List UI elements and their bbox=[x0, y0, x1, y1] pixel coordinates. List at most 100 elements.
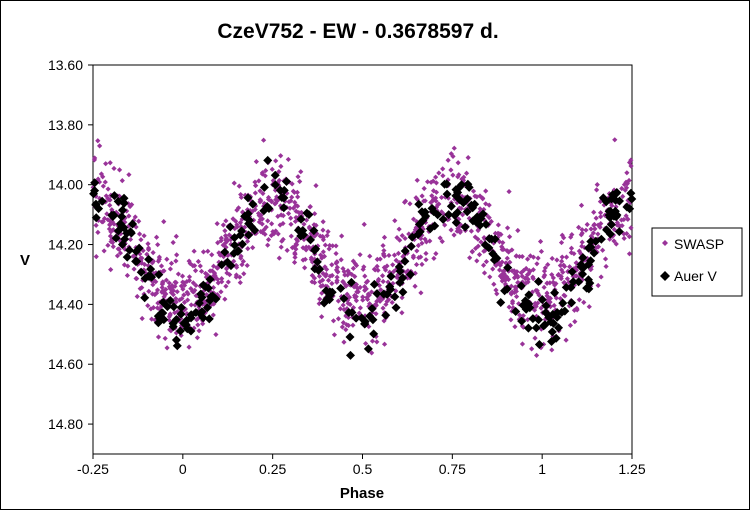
auer-point bbox=[496, 297, 506, 307]
swasp-point bbox=[333, 243, 339, 249]
swasp-point bbox=[497, 231, 503, 237]
swasp-point bbox=[115, 246, 121, 252]
auer-point bbox=[386, 271, 396, 281]
swasp-point bbox=[620, 193, 626, 200]
swasp-point bbox=[255, 210, 262, 217]
swasp-point bbox=[561, 262, 567, 268]
swasp-point bbox=[592, 226, 598, 232]
swasp-point bbox=[377, 298, 383, 304]
swasp-point bbox=[256, 212, 262, 219]
auer-point bbox=[554, 323, 564, 333]
swasp-point bbox=[545, 261, 551, 268]
swasp-point bbox=[568, 245, 575, 251]
swasp-point bbox=[214, 291, 220, 298]
x-tick-label: 0.25 bbox=[259, 461, 286, 477]
swasp-point bbox=[500, 268, 506, 274]
swasp-point bbox=[480, 196, 486, 202]
swasp-point bbox=[475, 236, 481, 242]
swasp-point bbox=[325, 277, 332, 283]
swasp-point bbox=[415, 242, 421, 249]
swasp-point bbox=[132, 214, 138, 220]
swasp-point bbox=[292, 254, 298, 261]
swasp-point bbox=[364, 294, 370, 301]
swasp-point bbox=[566, 303, 573, 309]
swasp-point bbox=[544, 290, 550, 296]
auer-point bbox=[131, 256, 141, 266]
swasp-point bbox=[459, 212, 466, 218]
swasp-point bbox=[420, 226, 426, 232]
swasp-point bbox=[105, 186, 111, 192]
swasp-point bbox=[442, 222, 448, 228]
auer-point bbox=[351, 313, 361, 323]
swasp-point bbox=[569, 231, 575, 238]
swasp-point bbox=[116, 193, 123, 199]
swasp-point bbox=[413, 261, 420, 268]
swasp-point bbox=[559, 254, 565, 260]
swasp-point bbox=[105, 217, 111, 223]
swasp-point bbox=[293, 202, 299, 208]
swasp-point bbox=[225, 238, 231, 244]
swasp-point bbox=[152, 291, 158, 298]
swasp-point bbox=[298, 169, 304, 175]
swasp-point bbox=[280, 236, 286, 243]
swasp-point bbox=[522, 275, 528, 282]
swasp-point bbox=[150, 305, 157, 311]
swasp-point bbox=[203, 292, 210, 298]
swasp-point bbox=[168, 260, 175, 267]
swasp-point bbox=[335, 316, 342, 322]
swasp-point bbox=[327, 273, 333, 279]
y-tick-label: 14.00 bbox=[48, 177, 83, 193]
auer-point bbox=[156, 308, 166, 318]
legend-swasp-label: SWASP bbox=[674, 236, 724, 252]
auer-point bbox=[313, 265, 323, 275]
swasp-point bbox=[279, 238, 285, 244]
swasp-point bbox=[166, 280, 172, 286]
swasp-point bbox=[598, 220, 604, 227]
swasp-point bbox=[222, 228, 228, 234]
swasp-point bbox=[256, 178, 262, 184]
auer-point bbox=[446, 201, 456, 211]
swasp-point bbox=[509, 289, 515, 295]
swasp-point bbox=[223, 218, 229, 224]
swasp-point bbox=[316, 273, 323, 279]
swasp-point bbox=[468, 228, 475, 234]
swasp-point bbox=[563, 254, 570, 260]
swasp-point bbox=[233, 263, 239, 269]
swasp-point bbox=[334, 277, 340, 284]
swasp-point bbox=[618, 217, 625, 223]
swasp-point bbox=[523, 280, 529, 286]
swasp-point bbox=[330, 243, 336, 249]
auer-point bbox=[458, 198, 468, 208]
swasp-point bbox=[579, 227, 585, 233]
swasp-point bbox=[402, 198, 409, 204]
swasp-point bbox=[220, 242, 226, 248]
swasp-point bbox=[366, 292, 372, 298]
swasp-point bbox=[588, 266, 594, 273]
swasp-point bbox=[139, 285, 145, 291]
swasp-point bbox=[628, 225, 634, 231]
auer-point bbox=[117, 212, 127, 222]
auer-point bbox=[598, 193, 608, 203]
swasp-point bbox=[294, 189, 300, 195]
swasp-point bbox=[486, 202, 492, 208]
swasp-point bbox=[483, 188, 489, 194]
swasp-point bbox=[353, 281, 360, 288]
auer-point bbox=[234, 246, 244, 256]
swasp-point bbox=[154, 287, 161, 293]
swasp-point bbox=[100, 183, 106, 189]
swasp-point bbox=[352, 294, 358, 300]
swasp-point bbox=[611, 238, 617, 244]
swasp-point bbox=[320, 237, 326, 243]
swasp-point bbox=[476, 252, 483, 258]
swasp-point bbox=[544, 293, 550, 299]
swasp-point bbox=[480, 262, 487, 268]
swasp-point bbox=[317, 296, 323, 302]
auer-point bbox=[203, 283, 213, 293]
swasp-point bbox=[102, 179, 108, 185]
swasp-point bbox=[510, 305, 516, 311]
swasp-point bbox=[153, 290, 160, 296]
swasp-point bbox=[325, 229, 331, 235]
auer-point bbox=[516, 281, 526, 291]
swasp-point bbox=[309, 259, 315, 265]
